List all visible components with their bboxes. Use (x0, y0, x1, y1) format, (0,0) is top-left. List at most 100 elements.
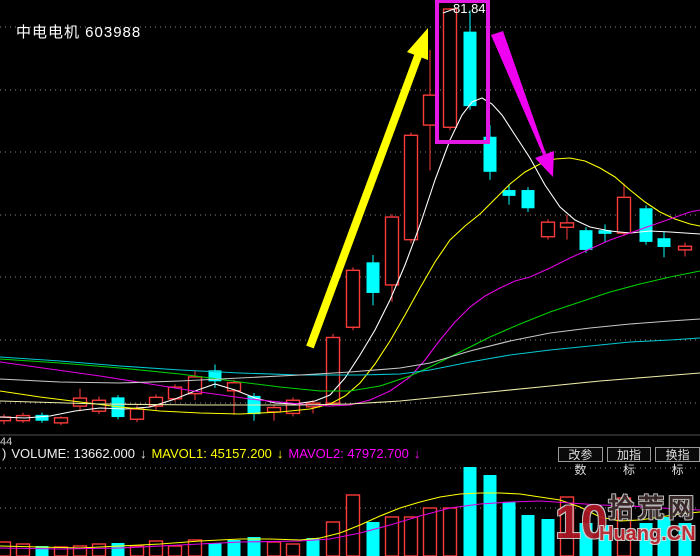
volume-bar (657, 517, 671, 556)
candle (325, 336, 341, 404)
candle (502, 190, 516, 196)
price-high-label: 81.84 (453, 1, 486, 16)
volume-bar (422, 507, 438, 556)
ma-lines-layer (0, 97, 700, 419)
candle (53, 417, 69, 424)
gridlines-layer (0, 26, 700, 509)
candle (677, 245, 693, 251)
ma-white (0, 97, 700, 419)
indicator-prefix: ) (2, 446, 7, 461)
candle (639, 208, 653, 242)
volume-bar (678, 523, 692, 556)
volume-bar (129, 545, 145, 556)
rally-arrow-shaft (306, 54, 422, 349)
watermark: 10 拾荒网 Huang.CN (553, 492, 700, 554)
drop-arrow-shaft (491, 31, 546, 155)
volume-bar (483, 475, 497, 556)
volume-bar (72, 545, 88, 556)
candle (579, 230, 593, 250)
volume-bar (598, 525, 612, 556)
volume-bar (639, 523, 653, 556)
volume-indicator: VOLUME: 13662.000 (11, 446, 135, 461)
candle (559, 222, 575, 228)
indicator-bar: ) VOLUME: 13662.000 ↓ MAVOL1: 45157.200 … (2, 446, 420, 461)
volume-bar (559, 496, 575, 556)
price-pointer-line (442, 8, 455, 14)
candle (422, 94, 438, 126)
candle (598, 230, 612, 234)
candle (366, 262, 380, 293)
candle (129, 408, 145, 420)
mavol1-down-arrow-icon: ↓ (276, 446, 284, 461)
candle (345, 269, 361, 328)
candle (521, 190, 535, 209)
volume-bar (208, 543, 222, 556)
volume-bar (167, 545, 183, 556)
candle (442, 8, 458, 128)
volume-bar (366, 522, 380, 556)
volume-bar (384, 516, 400, 556)
watermark-site-name: 拾荒网 (608, 493, 699, 523)
ma-paleyellow (0, 372, 700, 406)
candle (148, 396, 164, 407)
candle (208, 370, 222, 382)
volume-bar (616, 497, 632, 556)
volume-ma-layer (0, 492, 700, 550)
ma-cyan (0, 337, 700, 376)
volume-bar (403, 516, 419, 556)
volume-bar (463, 467, 477, 556)
volume-bar (148, 540, 164, 556)
volume-bar (266, 541, 282, 556)
indicator-toolbar: 改参数 加指标 换指标 (558, 447, 700, 477)
volume-bar (187, 539, 203, 556)
candle (463, 31, 477, 107)
volume-bar (91, 543, 107, 556)
candle (540, 221, 556, 238)
volume-down-arrow-icon: ↓ (139, 446, 147, 461)
ma-gray (0, 318, 700, 384)
volume-bar (285, 543, 301, 556)
volume-bar (35, 546, 49, 556)
volume-bar (502, 502, 516, 556)
candle (35, 414, 49, 421)
candle (384, 216, 400, 286)
candle (657, 238, 671, 247)
highlight-rectangle (435, 0, 490, 144)
drop-arrow-head-icon (535, 151, 554, 177)
candle (616, 196, 632, 234)
change-params-button[interactable]: 改参数 (558, 447, 603, 477)
candle (483, 136, 497, 172)
watermark-domain: Huang.CN (599, 523, 696, 545)
candle (91, 399, 107, 412)
mavol1-indicator: MAVOL1: 45157.200 (151, 446, 272, 461)
add-indicator-button[interactable]: 加指标 (606, 447, 652, 477)
mavol1-yellow (0, 492, 700, 549)
volume-bar (541, 519, 555, 556)
volume-bar (15, 543, 31, 556)
candles-layer (0, 8, 693, 426)
watermark-number: 10 (555, 495, 608, 548)
volume-bar (247, 537, 261, 556)
candle (403, 134, 419, 241)
axis-label-partial: 44 (0, 436, 13, 448)
rally-arrow-head-icon (407, 28, 428, 60)
volume-bar (111, 543, 125, 556)
candle (226, 382, 242, 392)
volume-bar (0, 541, 12, 556)
ma-yellow (0, 157, 700, 415)
volume-bar (306, 538, 320, 556)
mavol2-down-arrow-icon: ↓ (413, 446, 421, 461)
switch-indicator-button[interactable]: 换指标 (655, 447, 700, 477)
mavol2-magenta (0, 500, 700, 550)
volume-bar (579, 523, 593, 556)
candle (266, 406, 282, 413)
stock-title: 中电电机 603988 (16, 24, 142, 41)
volume-bar (521, 515, 535, 556)
ma-magenta (0, 209, 700, 407)
annotations-layer (306, 0, 554, 349)
volume-bar (442, 507, 458, 556)
volume-bars-layer (0, 467, 692, 556)
mavol2-indicator: MAVOL2: 47972.700 (288, 446, 409, 461)
